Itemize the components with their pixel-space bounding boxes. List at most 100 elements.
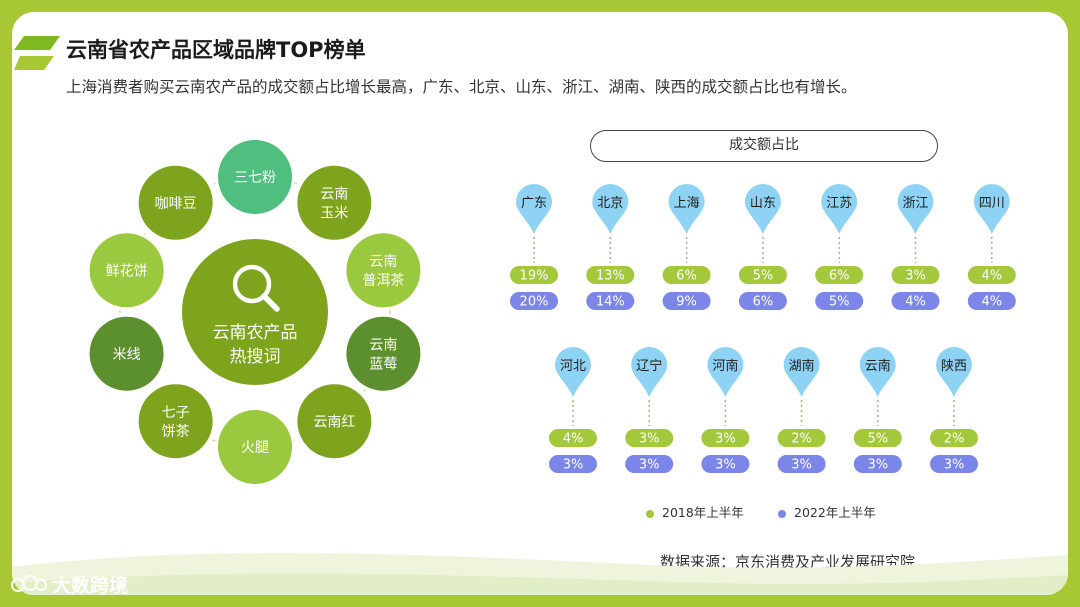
region-name: 北京 [597,196,623,211]
region-name: 河北 [560,359,586,374]
region-name: 广东 [521,196,547,211]
value-2022: 5% [829,295,850,310]
value-pill-2018 [662,266,711,284]
legend-dot-2018 [646,509,654,518]
bottom-wave-decoration [12,552,1068,595]
value-pill-2022 [586,292,635,310]
region-pin-浙江: 浙江 3% 4% [891,184,940,310]
region-name: 陕西 [941,359,967,374]
keyword-label: 咖啡豆 [155,196,197,212]
brand-logo-text: 大数跨境 [52,575,129,597]
keyword-label: 云南普洱茶 [362,254,404,289]
region-name: 四川 [979,196,1005,211]
value-2018: 13% [596,269,625,284]
value-pill-2022 [701,455,750,473]
value-2018: 5% [753,269,774,284]
keyword-label: 云南玉米 [320,186,348,221]
keyword-label: 云南蓝莓 [369,337,397,372]
keyword-bubble: 咖啡豆 [135,162,216,243]
value-2018: 3% [639,432,660,447]
metric-title: 成交额占比 [590,130,938,162]
value-2018: 3% [905,269,926,284]
region-name: 山东 [750,196,776,211]
location-pin-icon [936,347,972,397]
value-pill-2022 [930,455,978,473]
value-pill-2018 [510,266,558,284]
value-2022: 3% [563,458,584,473]
value-2018: 2% [791,432,812,447]
keyword-bubble: 云南红 [294,381,375,462]
value-2018: 4% [981,269,1002,284]
data-source: 数据来源：京东消费及产业发展研究院 [660,553,916,571]
page-title: 云南省农产品区域品牌TOP榜单 [66,38,366,62]
value-2022: 20% [520,295,549,310]
value-pill-2018 [625,429,674,447]
value-pill-2018 [738,266,787,284]
value-pill-2022 [777,455,826,473]
keyword-bubble: 米线 [86,313,167,394]
legend-item-2018: 2018年上半年 [646,502,744,521]
value-2018: 2% [944,432,965,447]
keyword-label: 火腿 [241,440,269,456]
region-name: 浙江 [902,196,928,211]
center-keyword-label: 云南农产品热搜词 [213,323,298,367]
value-pill-2022 [815,292,864,310]
keyword-bubble: 火腿 [215,407,295,487]
keyword-bubble: 鲜花饼 [86,230,167,311]
brand-logo-icon [11,574,47,592]
value-pill-2018 [777,429,826,447]
legend-item-2022: 2022年上半年 [778,502,876,521]
region-name: 云南 [865,358,891,374]
location-pin-icon [821,184,858,234]
location-pin-icon [555,347,591,397]
value-pill-2022 [738,292,787,310]
value-2018: 4% [563,432,584,447]
keyword-bubble: 云南普洱茶 [343,230,424,311]
title-accent-mark [14,36,60,70]
value-pill-2022 [967,292,1016,310]
value-2022: 3% [639,458,660,473]
region-pin-上海: 上海 6% 9% [662,184,711,310]
keyword-label: 鲜花饼 [106,263,148,279]
search-icon [232,264,280,312]
value-2018: 5% [867,432,888,447]
location-pin-icon [631,347,668,397]
value-pill-2022 [853,455,902,473]
location-pin-icon [592,184,629,234]
region-pin-北京: 北京 13% 14% [586,184,635,310]
region-pin-chart: 广东 19% 20% 北京 13% 14% 上海 6% 9% 山东 5% 6% 江苏 6% 5% 浙江 3% 4%… [510,184,1016,473]
region-pin-河南: 河南 3% 3% [701,347,750,473]
region-name: 上海 [674,196,700,211]
region-pin-江苏: 江苏 6% 5% [815,184,864,310]
region-pin-山东: 山东 5% 6% [738,184,787,310]
keyword-bubble: 七子饼茶 [135,381,216,462]
value-pill-2018 [549,429,597,447]
region-pin-广东: 广东 19% 20% [510,184,558,310]
region-name: 湖南 [789,358,815,374]
location-pin-icon [897,184,934,234]
value-2022: 3% [715,458,736,473]
keyword-label: 云南红 [313,414,355,430]
location-pin-icon [707,347,744,397]
region-pin-云南: 云南 5% 3% [853,347,902,473]
location-pin-icon [516,184,552,234]
keyword-label: 七子饼茶 [162,405,190,440]
location-pin-icon [668,184,705,234]
region-name: 河南 [712,358,738,374]
value-pill-2022 [662,292,711,310]
value-2022: 3% [944,458,965,473]
legend-dot-2022 [778,509,786,518]
legend-label-2018: 2018年上半年 [662,505,744,520]
value-pill-2018 [930,429,978,447]
value-2018: 19% [520,269,549,284]
region-name: 江苏 [826,195,852,211]
keyword-label: 米线 [113,347,141,363]
center-keyword-bubble [182,239,328,385]
legend-label-2022: 2022年上半年 [794,505,876,520]
region-name: 辽宁 [636,358,662,374]
value-pill-2018 [967,266,1016,284]
region-pin-四川: 四川 4% 4% [967,184,1016,310]
value-pill-2018 [815,266,864,284]
keyword-bubble: 云南玉米 [294,162,375,243]
value-pill-2018 [701,429,750,447]
